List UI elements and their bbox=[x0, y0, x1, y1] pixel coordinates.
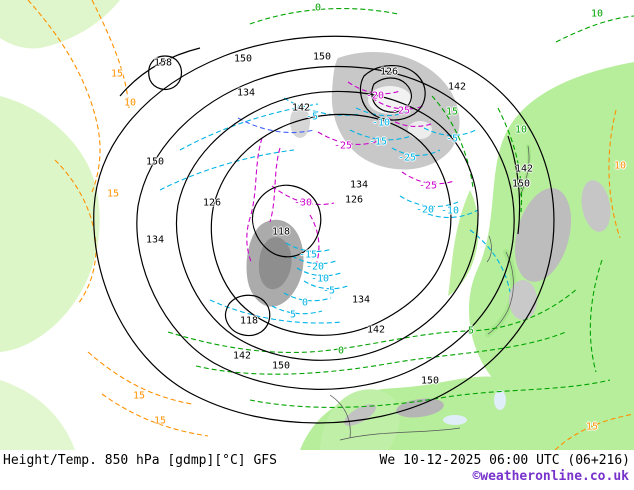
chart-title: Height/Temp. 850 hPa [gdmp][°C] GFS bbox=[3, 453, 277, 468]
chart-datetime: We 10-12-2025 06:00 UTC (06+216) bbox=[379, 453, 630, 468]
height-contour-layer bbox=[93, 35, 555, 424]
copyright-link[interactable]: ©weatheronline.co.uk bbox=[472, 469, 629, 484]
chart-footer: Height/Temp. 850 hPa [gdmp][°C] GFS We 1… bbox=[0, 450, 634, 490]
temp-contour-layer bbox=[27, 0, 634, 450]
coastline-layer bbox=[329, 145, 530, 441]
map-area: 158 150 150 126 134 142 142 150 126 134 118 134 126 1… bbox=[0, 0, 634, 450]
weather-map-svg bbox=[0, 0, 634, 450]
